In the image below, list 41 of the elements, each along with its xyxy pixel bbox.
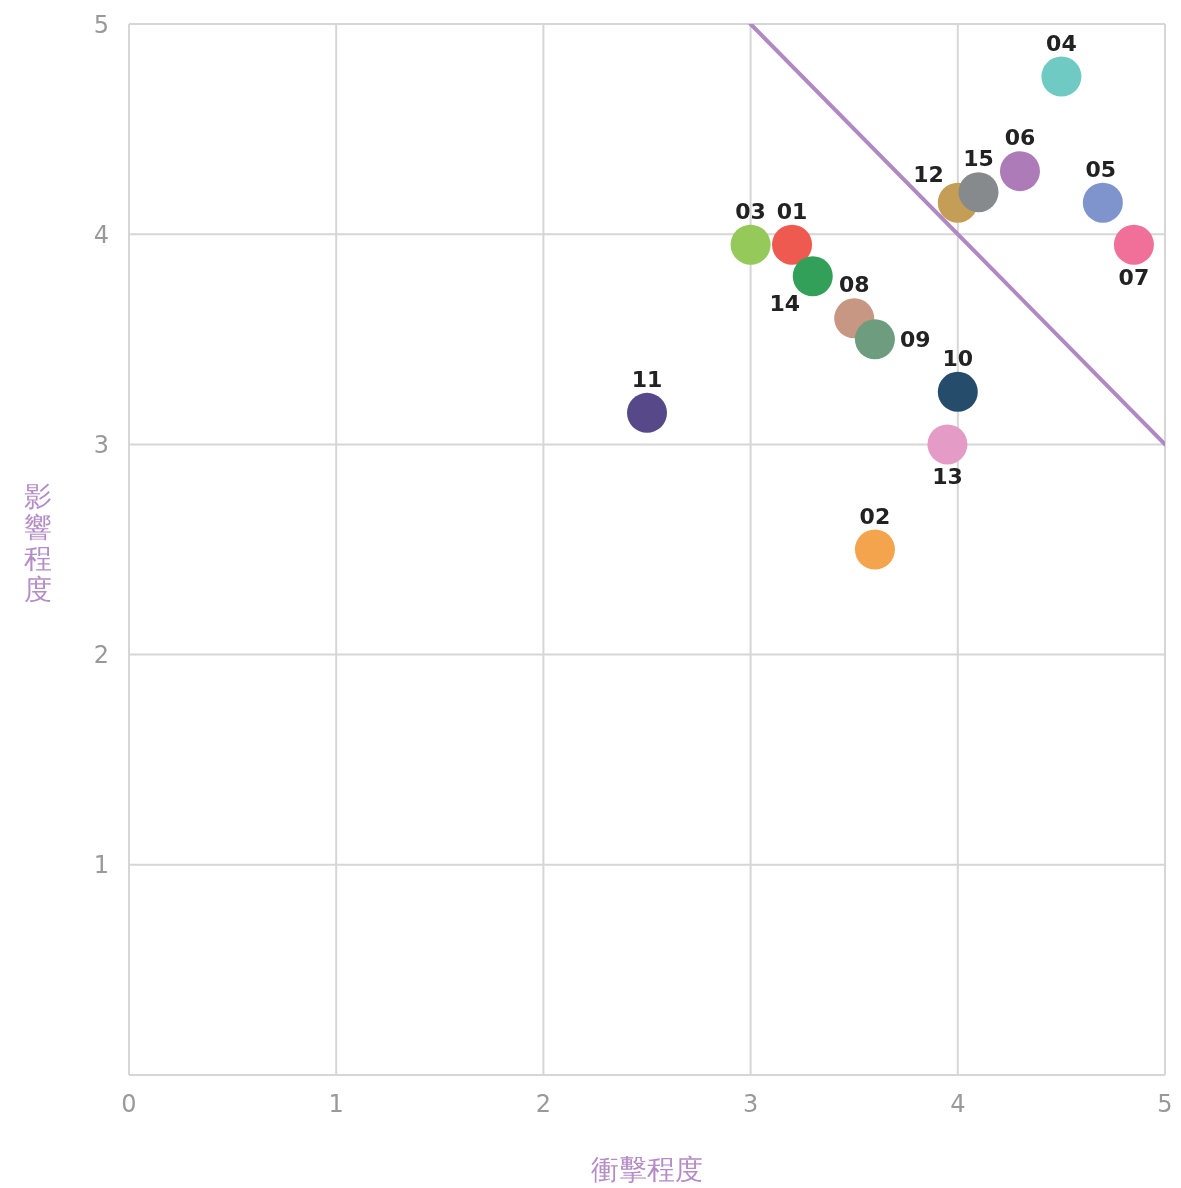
y-axis-title: 影響程度 — [24, 480, 52, 606]
x-tick-label: 2 — [535, 1090, 552, 1119]
point — [792, 256, 833, 297]
point — [627, 392, 667, 433]
series-label: 05 — [1085, 156, 1117, 182]
series-label: 11 — [631, 366, 663, 392]
series-label: 06 — [1004, 125, 1036, 151]
point — [958, 172, 999, 213]
x-tick-label: 3 — [742, 1090, 759, 1119]
series-label: 08 — [838, 272, 870, 298]
x-axis-title: 衝擊程度 — [591, 1153, 703, 1186]
point — [1082, 182, 1123, 223]
series-label: 02 — [859, 503, 891, 529]
x-tick-label: 5 — [1157, 1090, 1173, 1119]
series-label: 15 — [963, 146, 994, 172]
series-label: 01 — [776, 198, 808, 224]
series-label: 09 — [899, 327, 931, 353]
point — [927, 424, 968, 465]
series-label: 14 — [769, 291, 801, 317]
point — [772, 224, 813, 265]
series-label: 12 — [913, 161, 944, 187]
x-tick-label: 4 — [950, 1090, 966, 1119]
point — [1113, 224, 1154, 265]
series-label: 03 — [735, 198, 766, 224]
series-label: 07 — [1118, 264, 1150, 290]
series-label: 13 — [932, 464, 963, 490]
y-tick-label: 4 — [93, 220, 109, 249]
series-label: 04 — [1046, 30, 1077, 56]
x-tick-label: 1 — [328, 1090, 344, 1119]
point — [854, 319, 895, 360]
y-tick-label: 3 — [93, 430, 109, 459]
y-tick-label: 5 — [93, 10, 109, 39]
point — [999, 151, 1040, 192]
point — [854, 529, 895, 570]
point — [730, 224, 771, 265]
point — [937, 371, 978, 412]
y-tick-label: 1 — [93, 851, 109, 880]
x-tick-label: 0 — [121, 1090, 137, 1119]
series-label: 10 — [942, 345, 974, 371]
y-tick-label: 2 — [93, 641, 109, 670]
point — [1041, 56, 1082, 97]
